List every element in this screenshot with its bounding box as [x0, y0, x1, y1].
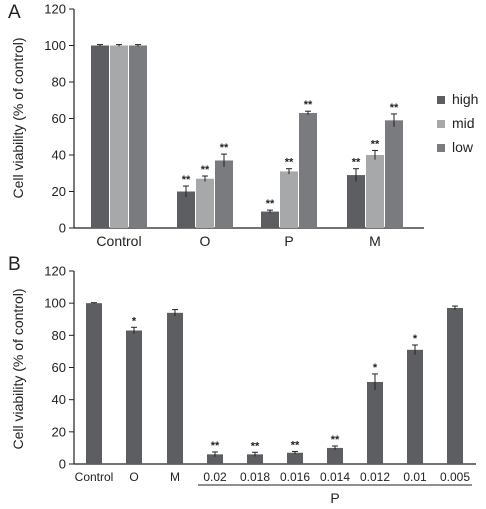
significance-mark-a-low: ** — [220, 142, 229, 154]
bar-b — [247, 454, 263, 464]
x-tick-label-b: 0.005 — [440, 470, 470, 484]
significance-mark-a-low: ** — [304, 99, 313, 111]
significance-mark-a-low: ** — [390, 102, 399, 114]
significance-mark-b: * — [132, 315, 137, 327]
bar-a-high — [91, 45, 109, 228]
bar-a-low — [129, 45, 147, 228]
x-tick-label-a: P — [284, 233, 293, 249]
bar-a-high — [347, 175, 365, 228]
x-tick-label-b: M — [170, 470, 180, 484]
y-tick-label-a: 60 — [52, 111, 66, 126]
x-tick-label-a: Control — [96, 233, 141, 249]
bar-a-mid — [196, 178, 214, 228]
bar-b — [367, 381, 383, 464]
bar-a-mid — [110, 45, 128, 228]
bar-b — [287, 452, 303, 464]
bar-a-mid — [280, 171, 298, 228]
significance-mark-a-high: ** — [182, 174, 191, 186]
panel-a-label: A — [8, 2, 21, 23]
bar-b — [86, 303, 102, 464]
bar-a-high — [261, 211, 279, 228]
significance-mark-b: ** — [291, 439, 300, 451]
x-tick-label-b: 0.01 — [403, 470, 427, 484]
significance-mark-b: ** — [211, 440, 220, 452]
y-tick-label-b: 100 — [44, 296, 66, 311]
y-axis-label-a: Cell viability (% of control) — [10, 37, 26, 198]
significance-mark-b: * — [413, 333, 418, 345]
x-tick-label-a: O — [200, 233, 211, 249]
group-label-p: P — [330, 490, 339, 506]
y-tick-label-b: 40 — [52, 392, 66, 407]
bar-a-low — [385, 120, 403, 228]
y-tick-label-b: 20 — [52, 424, 66, 439]
panel-b-label: B — [8, 254, 21, 275]
bar-b — [167, 312, 183, 464]
significance-mark-a-high: ** — [352, 157, 361, 169]
bar-b — [447, 307, 463, 464]
significance-mark-b: ** — [331, 434, 340, 446]
x-tick-label-b: Control — [75, 470, 114, 484]
legend-label-low: low — [452, 139, 474, 155]
y-tick-label-b: 120 — [44, 264, 66, 279]
x-tick-label-b: 0.02 — [203, 470, 227, 484]
chart-panel-b: Cell viability (% of control) 0 20 40 60 80 1… — [10, 264, 476, 506]
legend-label-mid: mid — [452, 115, 475, 131]
y-tick-label-a: 120 — [44, 2, 66, 17]
bar-b — [207, 454, 223, 464]
significance-mark-a-mid: ** — [285, 157, 294, 169]
x-tick-label-b: 0.016 — [280, 470, 310, 484]
y-tick-label-a: 20 — [52, 184, 66, 199]
y-tick-label-a: 100 — [44, 38, 66, 53]
bar-a-high — [177, 191, 195, 228]
significance-mark-b: ** — [251, 440, 260, 452]
chart-panel-a: Cell viability (% of control) 0 20 40 60 80 1… — [10, 2, 478, 250]
x-tick-label-b: 0.012 — [360, 470, 390, 484]
bar-a-low — [299, 113, 317, 228]
y-tick-label-a: 0 — [59, 221, 66, 236]
legend-swatch-low — [437, 144, 445, 152]
y-tick-label-b: 60 — [52, 360, 66, 375]
significance-mark-a-mid: ** — [201, 164, 210, 176]
bar-a-low — [215, 160, 233, 228]
legend-swatch-high — [437, 96, 445, 104]
bar-b — [327, 447, 343, 464]
significance-mark-b: * — [373, 362, 378, 374]
x-tick-label-a: M — [369, 233, 381, 249]
x-tick-label-b: O — [129, 470, 138, 484]
legend-label-high: high — [452, 91, 478, 107]
legend-swatch-mid — [437, 120, 445, 128]
significance-mark-a-mid: ** — [371, 138, 380, 150]
bar-b — [407, 349, 423, 464]
y-tick-label-a: 40 — [52, 148, 66, 163]
x-tick-label-b: 0.018 — [240, 470, 270, 484]
y-tick-label-b: 0 — [59, 457, 66, 472]
y-axis-label-b: Cell viability (% of control) — [10, 288, 26, 449]
y-tick-label-a: 80 — [52, 75, 66, 90]
y-tick-label-b: 80 — [52, 328, 66, 343]
bar-a-mid — [366, 155, 384, 228]
bar-b — [126, 330, 142, 464]
significance-mark-a-high: ** — [266, 198, 275, 210]
x-tick-label-b: 0.014 — [320, 470, 350, 484]
